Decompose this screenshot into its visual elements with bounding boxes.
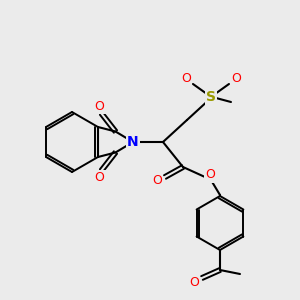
Text: O: O bbox=[189, 277, 199, 290]
Text: O: O bbox=[94, 171, 104, 184]
Text: O: O bbox=[181, 73, 191, 85]
Text: O: O bbox=[205, 169, 215, 182]
Text: O: O bbox=[94, 100, 104, 113]
Text: O: O bbox=[152, 175, 162, 188]
Text: O: O bbox=[231, 73, 241, 85]
Text: N: N bbox=[127, 135, 139, 149]
Text: S: S bbox=[206, 90, 216, 104]
